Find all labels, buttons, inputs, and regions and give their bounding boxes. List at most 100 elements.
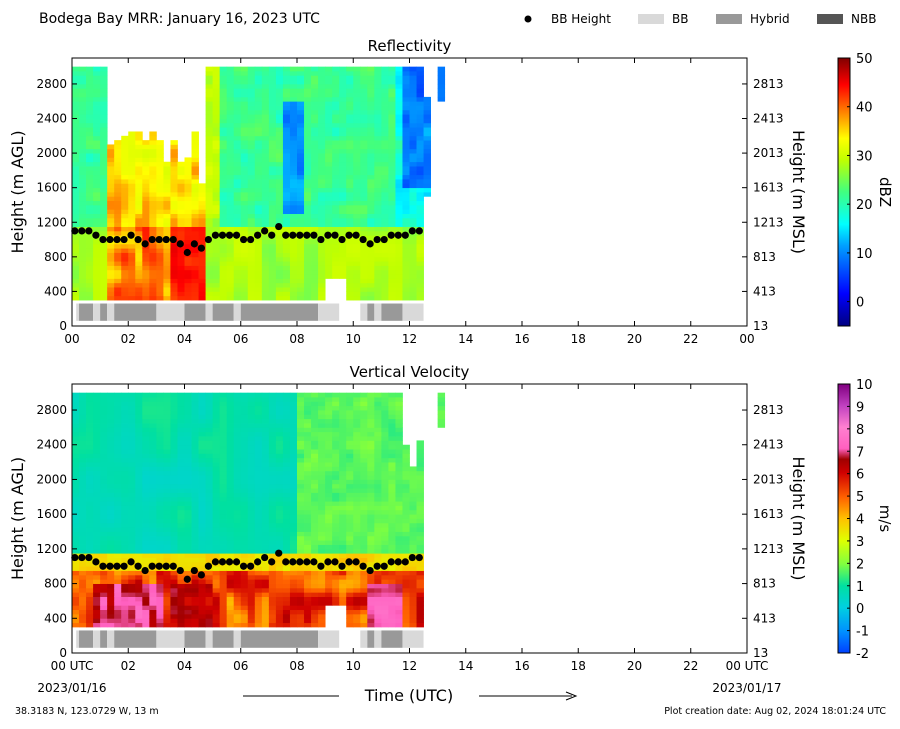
heatmap-cell <box>248 144 255 149</box>
heatmap-cell <box>424 144 431 149</box>
bb-height-point <box>233 232 240 239</box>
heatmap-cell <box>255 162 262 167</box>
heatmap-cell <box>107 419 114 424</box>
heatmap-cell <box>206 514 213 519</box>
heatmap-cell <box>360 553 367 558</box>
heatmap-cell <box>262 192 269 197</box>
heatmap-cell <box>353 505 360 510</box>
heatmap-cell <box>290 427 297 432</box>
heatmap-cell <box>170 248 177 253</box>
heatmap-cell <box>248 265 255 270</box>
heatmap-cell <box>100 532 107 537</box>
heatmap-cell <box>128 440 135 445</box>
heatmap-cell <box>290 157 297 162</box>
heatmap-cell <box>93 414 100 419</box>
heatmap-cell <box>177 592 184 597</box>
heatmap-cell <box>417 123 424 128</box>
heatmap-cell <box>311 462 318 467</box>
heatmap-cell <box>100 519 107 524</box>
heatmap-cell <box>353 436 360 441</box>
heatmap-cell <box>388 248 395 253</box>
bb-height-point <box>296 232 303 239</box>
heatmap-cell <box>339 192 346 197</box>
heatmap-cell <box>395 257 402 262</box>
heatmap-cell <box>269 393 276 398</box>
heatmap-cell <box>248 532 255 537</box>
heatmap-cell <box>142 253 149 258</box>
heatmap-cell <box>311 414 318 419</box>
heatmap-cell <box>424 97 431 102</box>
heatmap-cell <box>325 253 332 258</box>
heatmap-cell <box>269 532 276 537</box>
heatmap-cell <box>72 291 79 296</box>
heatmap-cell <box>410 278 417 283</box>
heatmap-cell <box>255 101 262 106</box>
heatmap-cell <box>255 71 262 76</box>
heatmap-cell <box>304 484 311 489</box>
heatmap-cell <box>135 453 142 458</box>
heatmap-cell <box>86 575 93 580</box>
heatmap-cell <box>107 196 114 201</box>
heatmap-cell <box>283 449 290 454</box>
heatmap-cell <box>290 471 297 476</box>
heatmap-cell <box>199 406 206 411</box>
heatmap-cell <box>114 214 121 219</box>
heatmap-cell <box>360 131 367 136</box>
heatmap-cell <box>142 401 149 406</box>
heatmap-cell <box>206 519 213 524</box>
heatmap-cell <box>388 114 395 119</box>
heatmap-cell <box>353 536 360 541</box>
heatmap-cell <box>248 440 255 445</box>
heatmap-cell <box>402 153 409 158</box>
heatmap-cell <box>107 227 114 232</box>
heatmap-cell <box>381 270 388 275</box>
colorbar-tick-label: 30 <box>856 149 873 164</box>
heatmap-cell <box>135 505 142 510</box>
heatmap-cell <box>128 458 135 463</box>
heatmap-cell <box>290 501 297 506</box>
heatmap-cell <box>170 505 177 510</box>
heatmap-cell <box>360 540 367 545</box>
heatmap-cell <box>269 253 276 258</box>
heatmap-cell <box>135 397 142 402</box>
y-right-tick-label: 1613 <box>753 181 784 195</box>
heatmap-cell <box>290 397 297 402</box>
heatmap-cell <box>170 140 177 145</box>
heatmap-cell <box>79 183 86 188</box>
heatmap-cell <box>227 214 234 219</box>
heatmap-cell <box>269 614 276 619</box>
heatmap-cell <box>255 88 262 93</box>
heatmap-cell <box>220 484 227 489</box>
heatmap-cell <box>107 149 114 154</box>
heatmap-cell <box>100 545 107 550</box>
heatmap-cell <box>297 471 304 476</box>
heatmap-cell <box>339 244 346 249</box>
heatmap-cell <box>135 423 142 428</box>
heatmap-cell <box>346 432 353 437</box>
heatmap-cell <box>388 110 395 115</box>
heatmap-cell <box>206 265 213 270</box>
heatmap-cell <box>163 257 170 262</box>
heatmap-cell <box>346 540 353 545</box>
heatmap-cell <box>177 519 184 524</box>
heatmap-cell <box>185 484 192 489</box>
x-tick-label: 00 <box>64 332 79 346</box>
heatmap-cell <box>107 514 114 519</box>
heatmap-cell <box>170 492 177 497</box>
heatmap-cell <box>156 270 163 275</box>
heatmap-cell <box>402 106 409 111</box>
bb-height-point <box>402 232 409 239</box>
heatmap-cell <box>311 166 318 171</box>
heatmap-cell <box>185 291 192 296</box>
heatmap-cell <box>177 584 184 589</box>
heatmap-cell <box>269 545 276 550</box>
heatmap-cell <box>107 265 114 270</box>
heatmap-cell <box>100 80 107 85</box>
heatmap-cell <box>325 488 332 493</box>
heatmap-cell <box>79 393 86 398</box>
heatmap-cell <box>227 406 234 411</box>
heatmap-cell <box>262 462 269 467</box>
heatmap-cell <box>374 222 381 227</box>
heatmap-cell <box>318 492 325 497</box>
heatmap-cell <box>395 209 402 214</box>
